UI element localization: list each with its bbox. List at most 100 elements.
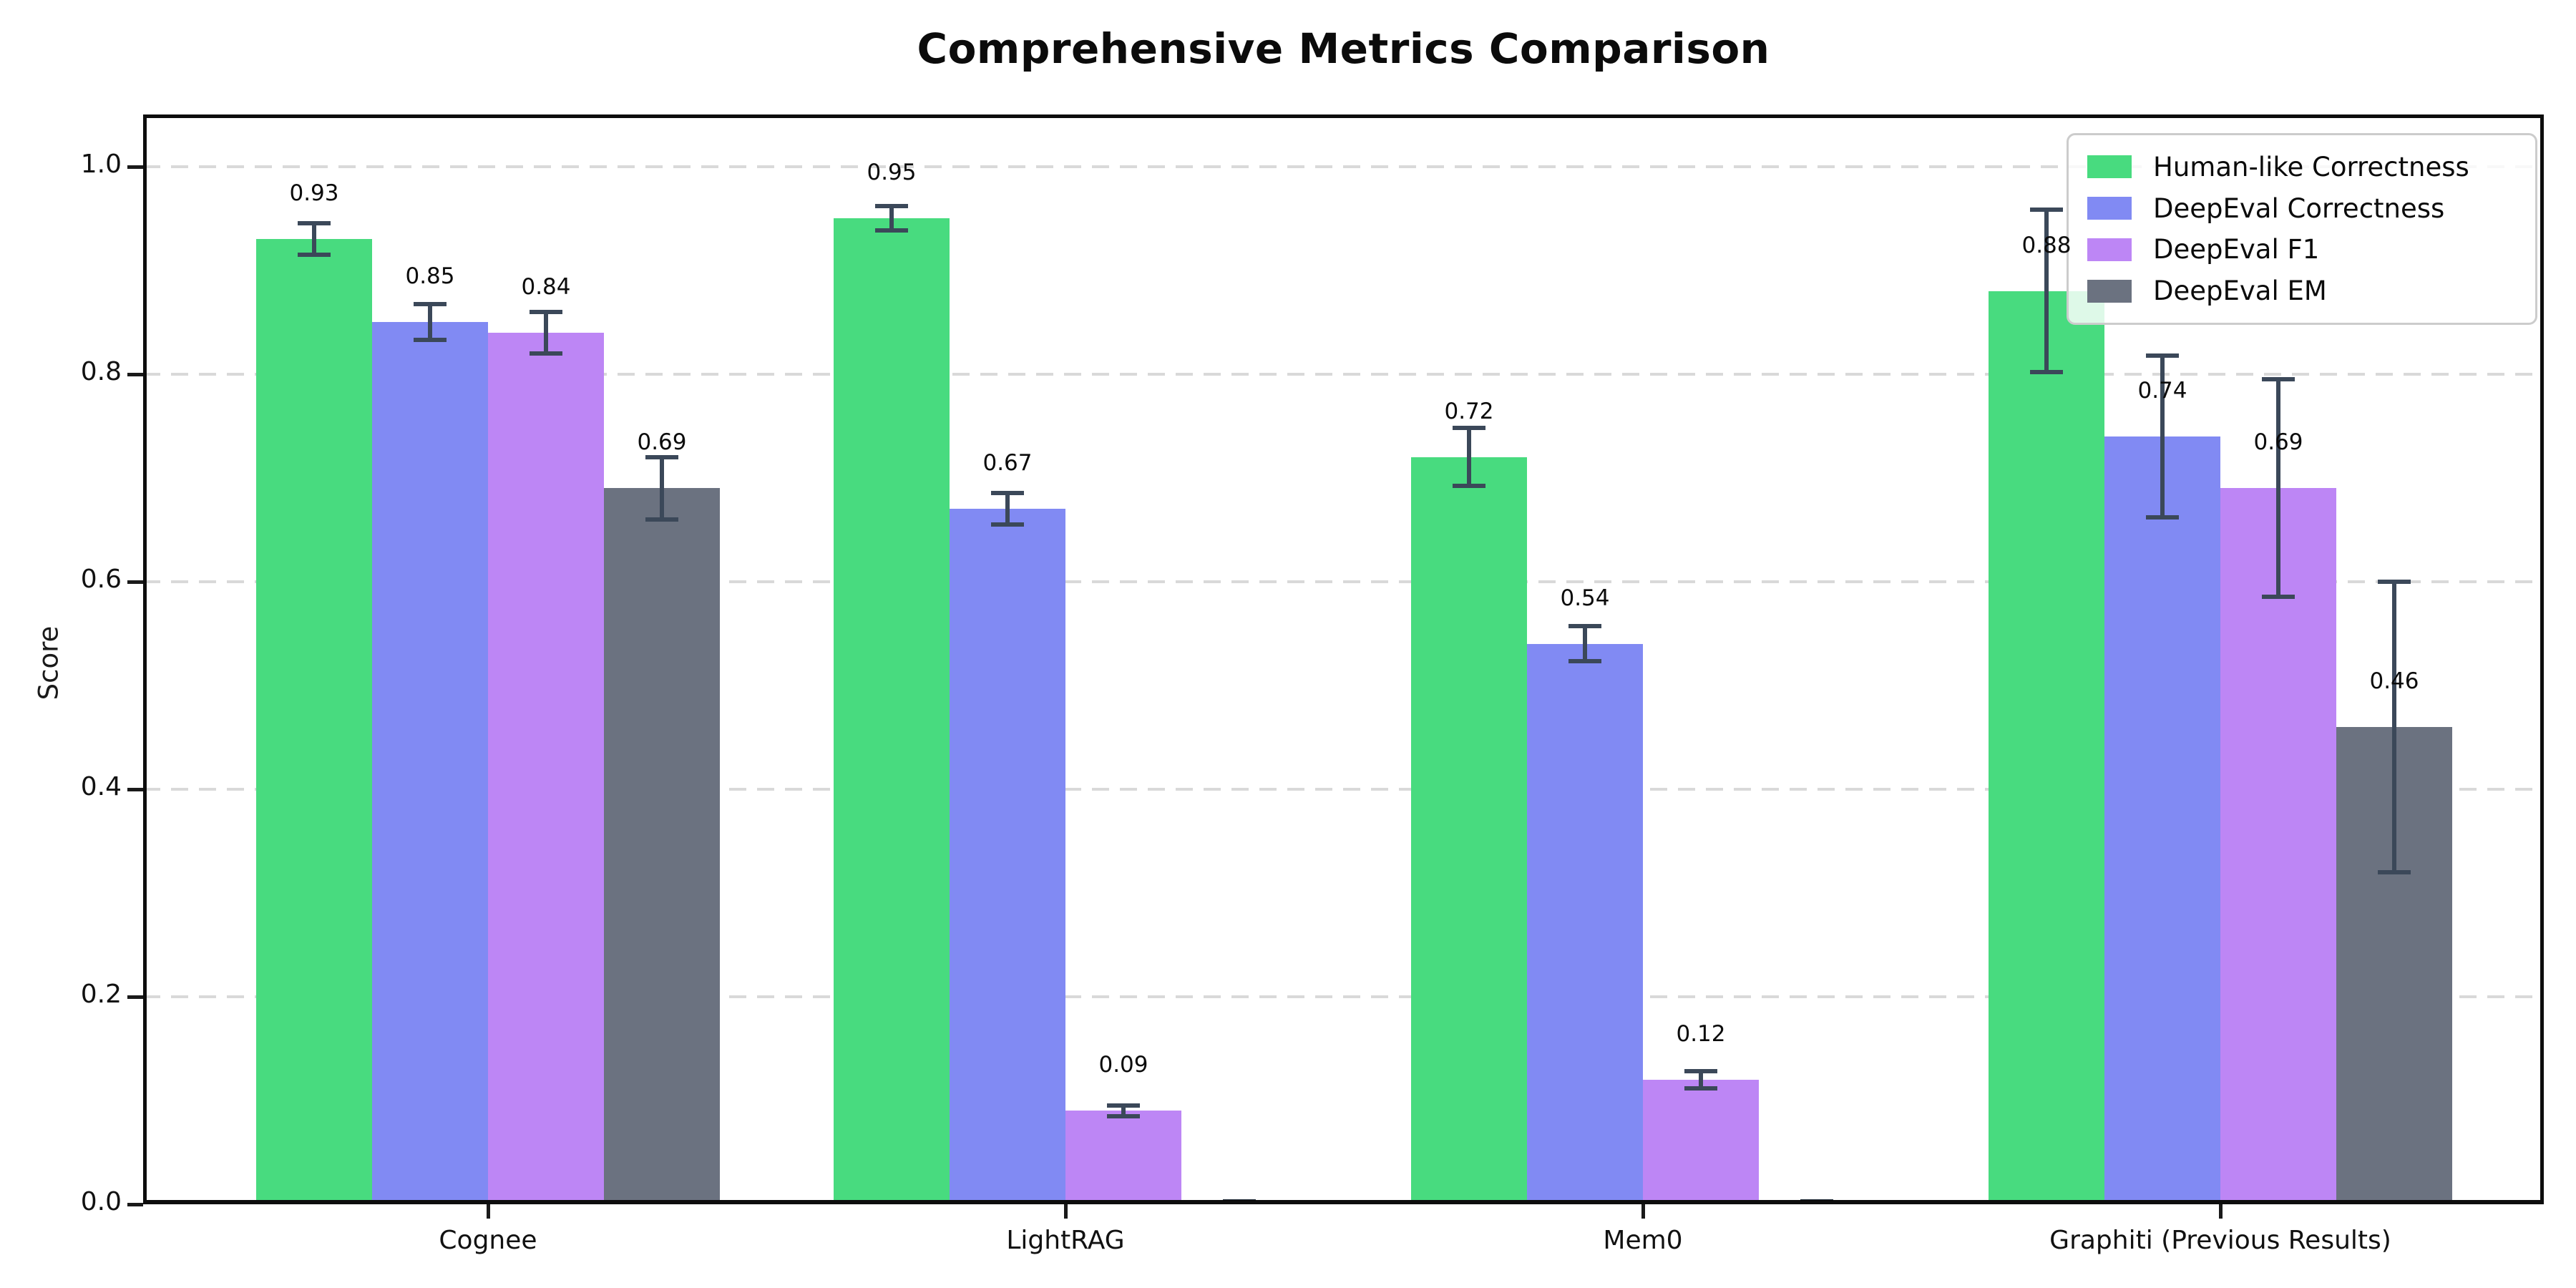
gridline-0.6: [143, 580, 2544, 583]
error-bar-lightrag-deepeval-f1: [1121, 1106, 1126, 1116]
error-bar-graphiti-previous-results-deepeval-em: [2392, 581, 2396, 872]
error-cap-bottom-graphiti-previous-results-deepeval-em: [2378, 869, 2411, 874]
error-cap-bottom-lightrag-deepeval-correctness: [991, 522, 1024, 527]
error-bar-cognee-deepeval-correctness: [428, 304, 432, 340]
y-tick-mark-0.8: [127, 372, 143, 376]
legend-swatch-deepeval-em: [2087, 279, 2132, 303]
x-tick-label-mem0: Mem0: [1603, 1226, 1683, 1255]
legend: Human-like Correctness DeepEval Correctne…: [2067, 133, 2537, 325]
y-tick-label-0.2: 0.2: [80, 979, 122, 1009]
bar-value-label-cognee-deepeval-em: 0.69: [637, 429, 687, 456]
legend-item-deepeval-em: DeepEval EM: [2087, 275, 2517, 306]
error-cap-top-mem0-human-like-correctness: [1453, 426, 1485, 431]
error-cap-bottom-mem0-human-like-correctness: [1453, 484, 1485, 489]
bar-value-label-cognee-human-like-correctness: 0.93: [289, 180, 339, 207]
error-cap-bottom-lightrag-deepeval-f1: [1107, 1113, 1140, 1118]
error-cap-top-mem0-deepeval-correctness: [1568, 624, 1601, 629]
bar-cognee-deepeval-em: [604, 488, 720, 1204]
x-tick-mark-lightrag: [1064, 1204, 1068, 1219]
error-cap-top-cognee-deepeval-em: [645, 454, 678, 459]
error-cap-bottom-cognee-deepeval-em: [645, 517, 678, 522]
bar-cognee-deepeval-correctness: [372, 322, 488, 1204]
bar-value-label-graphiti-previous-results-deepeval-f1: 0.69: [2253, 429, 2303, 456]
gridline-0.2: [143, 995, 2544, 998]
y-tick-mark-0.4: [127, 787, 143, 791]
error-cap-bottom-cognee-deepeval-correctness: [414, 337, 447, 342]
legend-label-deepeval-em: DeepEval EM: [2153, 275, 2327, 307]
x-tick-label-lightrag: LightRAG: [1006, 1226, 1125, 1255]
axis-spine-right: [2540, 114, 2544, 1204]
axis-spine-top: [143, 114, 2544, 118]
error-bar-cognee-human-like-correctness: [312, 223, 316, 255]
error-cap-top-cognee-deepeval-f1: [530, 309, 562, 314]
error-bar-lightrag-human-like-correctness: [889, 205, 894, 231]
error-bar-graphiti-previous-results-deepeval-f1: [2276, 379, 2280, 597]
y-tick-label-0.8: 0.8: [80, 356, 122, 386]
error-cap-top-lightrag-deepeval-correctness: [991, 491, 1024, 496]
bar-value-label-lightrag-deepeval-f1: 0.09: [1098, 1052, 1148, 1078]
gridline-1.0: [143, 165, 2544, 168]
error-cap-top-graphiti-previous-results-deepeval-f1: [2262, 376, 2295, 381]
error-cap-top-cognee-human-like-correctness: [298, 221, 331, 226]
error-bar-graphiti-previous-results-deepeval-correctness: [2160, 355, 2165, 517]
gridline-0.8: [143, 372, 2544, 376]
error-cap-bottom-lightrag-human-like-correctness: [875, 228, 908, 233]
bar-mem0-human-like-correctness: [1411, 457, 1527, 1204]
error-bar-mem0-human-like-correctness: [1467, 428, 1471, 487]
x-tick-label-graphiti-previous-results: Graphiti (Previous Results): [2049, 1226, 2391, 1255]
y-tick-label-0.4: 0.4: [80, 771, 122, 801]
error-cap-bottom-graphiti-previous-results-deepeval-f1: [2262, 595, 2295, 600]
legend-swatch-deepeval-correctness: [2087, 197, 2132, 220]
x-tick-label-cognee: Cognee: [439, 1226, 537, 1255]
bar-cognee-deepeval-f1: [488, 332, 604, 1204]
legend-swatch-human-like-correctness: [2087, 155, 2132, 179]
bar-value-label-mem0-deepeval-f1: 0.12: [1676, 1020, 1726, 1047]
x-tick-mark-graphiti-previous-results: [2219, 1204, 2223, 1219]
error-bar-mem0-deepeval-f1: [1699, 1071, 1703, 1088]
bar-lightrag-human-like-correctness: [834, 218, 950, 1204]
y-tick-mark-0.0: [127, 1203, 143, 1206]
error-cap-top-graphiti-previous-results-deepeval-correctness: [2146, 353, 2179, 358]
error-cap-top-lightrag-deepeval-f1: [1107, 1103, 1140, 1108]
plot-area: 0.93 0.95 0.72 0.88 0.85 0.67 0.54 0.74 0.84 0.09…: [143, 114, 2544, 1204]
bar-graphiti-previous-results-deepeval-f1: [2220, 488, 2336, 1204]
error-bar-cognee-deepeval-f1: [544, 311, 548, 353]
axis-spine-left: [143, 114, 147, 1204]
error-bar-cognee-deepeval-em: [660, 457, 664, 519]
legend-item-deepeval-f1: DeepEval F1: [2087, 234, 2517, 265]
error-bar-graphiti-previous-results-human-like-correctness: [2044, 210, 2049, 372]
bar-value-label-mem0-human-like-correctness: 0.72: [1444, 398, 1494, 424]
error-bar-lightrag-deepeval-correctness: [1005, 493, 1010, 525]
y-tick-label-0.6: 0.6: [80, 564, 122, 594]
bar-value-label-graphiti-previous-results-human-like-correctness: 0.88: [2021, 232, 2072, 258]
bar-value-label-cognee-deepeval-f1: 0.84: [521, 273, 571, 300]
error-cap-bottom-mem0-deepeval-f1: [1684, 1085, 1717, 1091]
bar-value-label-graphiti-previous-results-deepeval-em: 0.46: [2369, 668, 2419, 694]
axis-spine-bottom: [143, 1200, 2544, 1204]
error-cap-bottom-mem0-deepeval-correctness: [1568, 659, 1601, 664]
bar-value-label-lightrag-deepeval-correctness: 0.67: [982, 450, 1033, 477]
x-tick-mark-mem0: [1641, 1204, 1645, 1219]
legend-item-human-like-correctness: Human-like Correctness: [2087, 152, 2517, 182]
bar-cognee-human-like-correctness: [256, 239, 372, 1204]
bar-value-label-mem0-deepeval-correctness: 0.54: [1560, 585, 1610, 611]
error-cap-top-graphiti-previous-results-deepeval-em: [2378, 579, 2411, 584]
legend-item-deepeval-correctness: DeepEval Correctness: [2087, 193, 2517, 224]
chart-title: Comprehensive Metrics Comparison: [917, 24, 1770, 73]
bar-graphiti-previous-results-deepeval-correctness: [2104, 436, 2220, 1204]
error-cap-top-cognee-deepeval-correctness: [414, 302, 447, 307]
error-bar-mem0-deepeval-correctness: [1583, 626, 1587, 662]
legend-swatch-deepeval-f1: [2087, 238, 2132, 261]
y-tick-label-0.0: 0.0: [80, 1187, 122, 1216]
error-cap-top-mem0-deepeval-f1: [1684, 1069, 1717, 1074]
y-tick-label-1.0: 1.0: [80, 149, 122, 179]
legend-label-deepeval-correctness: DeepEval Correctness: [2153, 192, 2445, 224]
y-tick-mark-1.0: [127, 165, 143, 169]
bar-graphiti-previous-results-human-like-correctness: [1989, 291, 2104, 1204]
bar-lightrag-deepeval-correctness: [950, 509, 1065, 1204]
bar-value-label-cognee-deepeval-correctness: 0.85: [405, 263, 455, 290]
bar-value-label-lightrag-human-like-correctness: 0.95: [867, 160, 917, 186]
gridline-0.4: [143, 787, 2544, 791]
error-cap-top-graphiti-previous-results-human-like-correctness: [2030, 208, 2063, 213]
